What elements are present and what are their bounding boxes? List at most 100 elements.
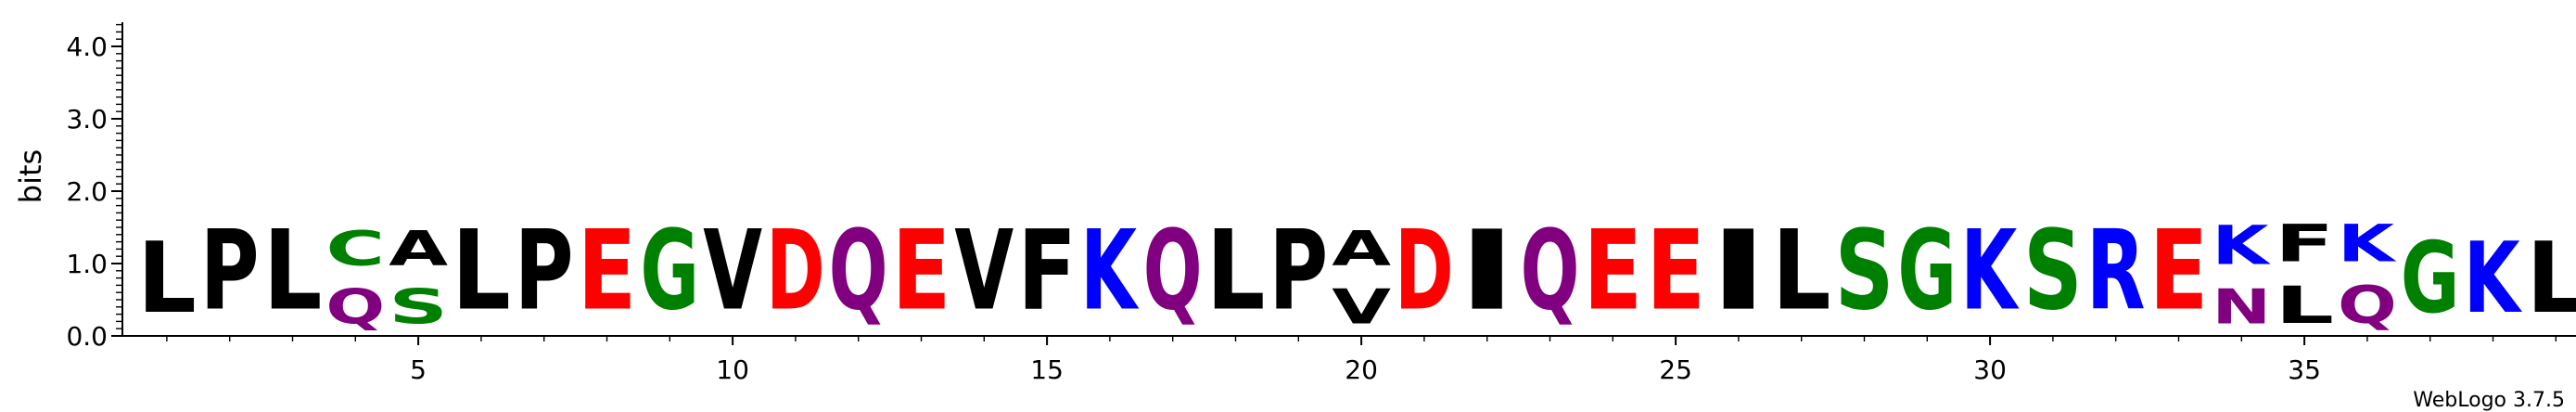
glyph-L: L: [2275, 276, 2334, 335]
glyph-L: L: [263, 206, 323, 334]
logo-letter-L: L: [1206, 206, 1266, 334]
logo-letter-P: P: [200, 208, 260, 335]
glyph-L: L: [1206, 206, 1266, 334]
y-tick-label: 1.0: [66, 249, 108, 279]
logo-letter-E: E: [1583, 208, 1642, 336]
glyph-I: I: [1458, 207, 1517, 335]
glyph-E: E: [892, 208, 951, 336]
logo-letter-S: S: [2023, 207, 2083, 335]
logo-letter-P: P: [515, 208, 574, 335]
glyph-Q: Q: [1143, 208, 1203, 335]
glyph-F: F: [1017, 208, 1077, 336]
logo-letter-L: L: [2526, 223, 2576, 336]
glyph-K: K: [2338, 214, 2397, 274]
logo-letter-A: A: [389, 222, 448, 277]
x-tick-label: 15: [1030, 354, 1064, 385]
y-tick-label: 2.0: [66, 176, 108, 207]
x-axis: 5 10 15 20 25 30 35: [122, 335, 2576, 385]
glyph-R: R: [2086, 208, 2146, 336]
glyph-K: K: [2464, 222, 2523, 335]
logo-letter-E: E: [2149, 208, 2209, 336]
logo-letter-E: E: [1646, 208, 1705, 336]
logo-letter-L: L: [452, 206, 511, 334]
glyph-P: P: [200, 208, 260, 335]
glyph-K: K: [1960, 207, 2019, 335]
glyph-L: L: [137, 223, 197, 336]
glyph-Q: Q: [325, 279, 385, 335]
glyph-K: K: [2212, 215, 2271, 277]
weblogo-credit: WebLogo 3.7.5: [2413, 389, 2565, 412]
glyph-V: V: [954, 208, 1014, 336]
logo-letter-F: F: [2275, 214, 2334, 274]
glyph-N: N: [2212, 280, 2271, 335]
logo-letter-K: K: [2464, 222, 2523, 335]
logo-letter-D: D: [766, 206, 825, 335]
glyph-E: E: [1646, 208, 1705, 336]
logo-letter-P: P: [1269, 208, 1328, 335]
logo-letter-E: E: [578, 208, 637, 336]
logo-letter-S: S: [389, 280, 448, 336]
glyph-S: S: [2023, 207, 2083, 335]
logo-letter-K: K: [2212, 215, 2271, 277]
logo-letter-C: C: [325, 222, 385, 277]
logo-letter-K: K: [2338, 214, 2397, 274]
logo-letter-F: F: [1017, 208, 1077, 336]
logo-letter-K: K: [1080, 207, 1139, 335]
logo-letter-Q: Q: [2338, 276, 2397, 335]
glyph-L: L: [1772, 206, 1831, 334]
logo-letter-L: L: [1772, 206, 1831, 334]
x-tick-label: 20: [1345, 354, 1378, 385]
logo-letter-Q: Q: [1143, 208, 1203, 335]
logo-letter-V: V: [954, 208, 1014, 336]
glyph-K: K: [1080, 207, 1139, 335]
y-tick-label: 4.0: [66, 32, 108, 62]
logo-letter-V: V: [703, 208, 762, 336]
logo-letter-A: A: [1332, 222, 1391, 277]
glyph-C: C: [325, 222, 385, 277]
logo-letter-G: G: [640, 207, 699, 335]
logo-letter-S: S: [1835, 207, 1894, 335]
glyph-S: S: [1835, 207, 1894, 335]
y-axis: 0.0 1.0 2.0 3.0 4.0: [66, 22, 123, 352]
x-tick-label: 5: [410, 354, 427, 385]
glyph-F: F: [2275, 214, 2334, 274]
glyph-E: E: [2149, 208, 2209, 336]
glyph-G: G: [2401, 221, 2460, 335]
logo-letter-I: I: [1458, 207, 1517, 335]
glyph-Q: Q: [1521, 208, 1580, 335]
glyph-L: L: [2526, 223, 2576, 336]
x-tick-label: 30: [1973, 354, 2007, 385]
logo-letter-I: I: [1709, 207, 1768, 335]
logo-letter-V: V: [1332, 279, 1391, 335]
logo-letter-L: L: [263, 206, 323, 334]
logo-letter-E: E: [892, 208, 951, 336]
glyph-G: G: [1897, 207, 1957, 335]
logo-letter-G: G: [2401, 221, 2460, 335]
y-tick-label: 0.0: [66, 321, 108, 352]
logo-letter-Q: Q: [829, 208, 888, 335]
glyph-L: L: [452, 206, 511, 334]
glyph-D: D: [1395, 206, 1454, 335]
glyph-A: A: [389, 222, 448, 277]
y-axis-label: bits: [13, 149, 48, 203]
x-tick-label: 10: [716, 354, 749, 385]
glyph-Q: Q: [829, 208, 888, 335]
glyph-I: I: [1709, 207, 1768, 335]
glyph-Q: Q: [2338, 276, 2397, 335]
logo-letter-L: L: [137, 223, 197, 336]
logo-letter-Q: Q: [325, 279, 385, 335]
glyph-P: P: [1269, 208, 1328, 335]
logo-letter-G: G: [1897, 207, 1957, 335]
glyph-E: E: [578, 208, 637, 336]
glyph-V: V: [703, 208, 762, 336]
y-tick-label: 3.0: [66, 104, 108, 135]
logo-letter-N: N: [2212, 280, 2271, 335]
glyph-A: A: [1332, 222, 1391, 277]
glyph-D: D: [766, 206, 825, 335]
glyph-P: P: [515, 208, 574, 335]
logo-letter-K: K: [1960, 207, 2019, 335]
x-tick-label: 25: [1659, 354, 1692, 385]
glyph-E: E: [1583, 208, 1642, 336]
